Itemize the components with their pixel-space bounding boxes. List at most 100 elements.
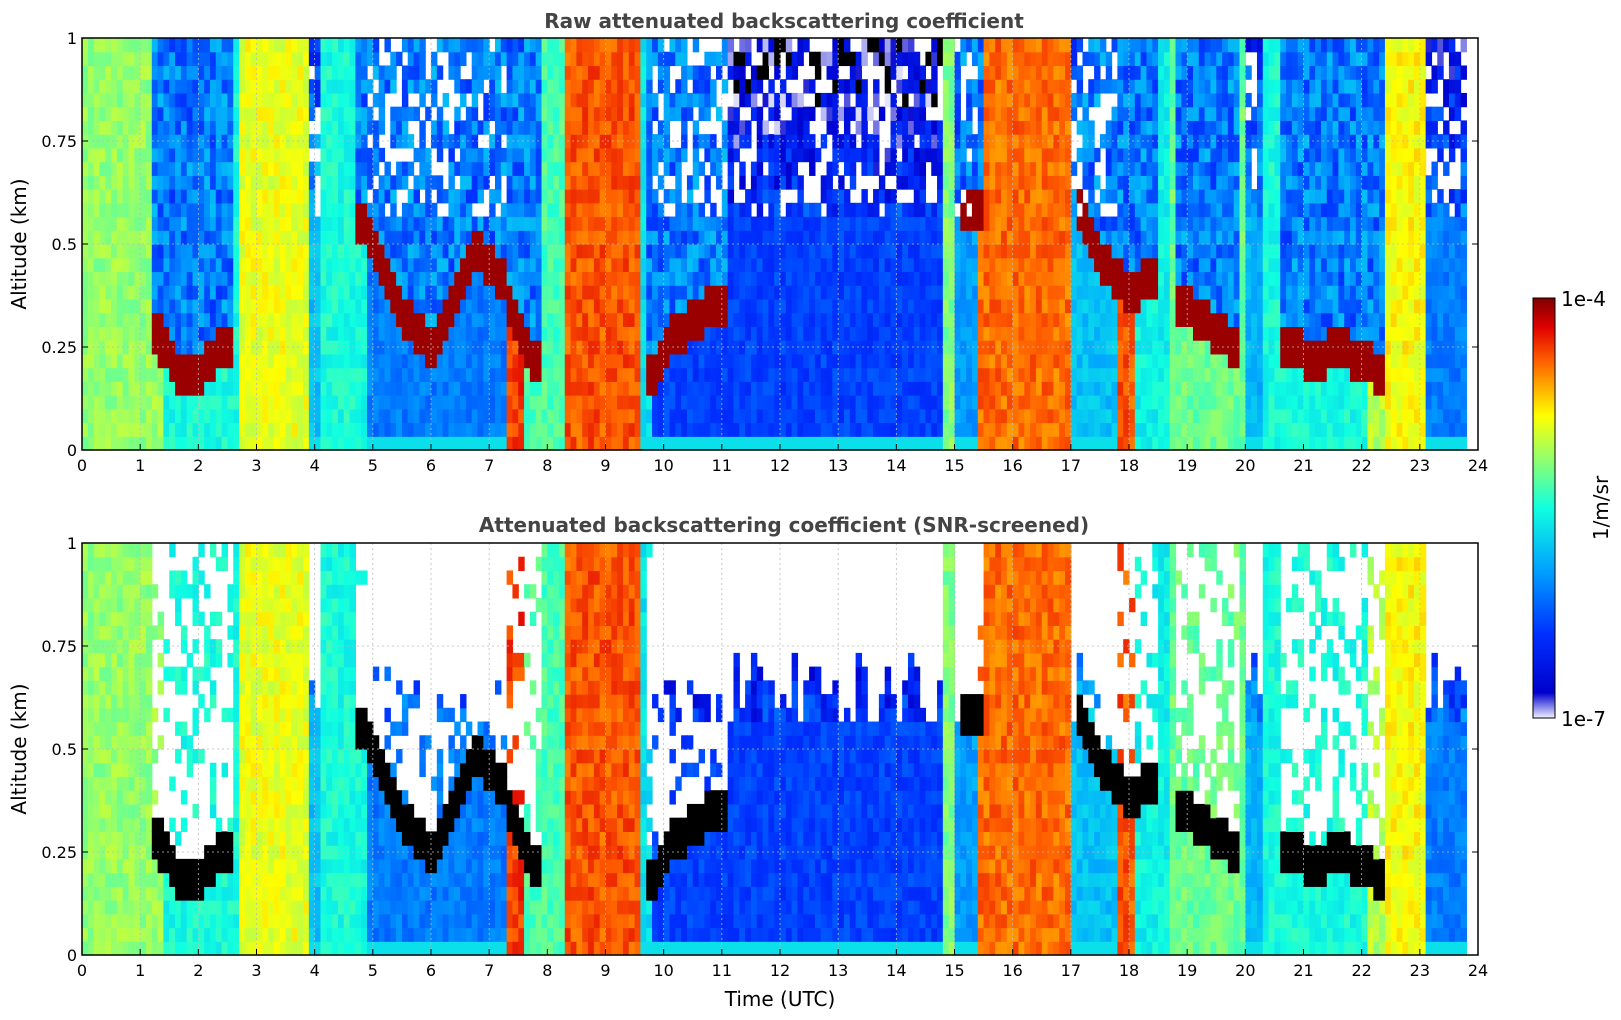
heatmap-cell [233,202,240,218]
heatmap-cell [570,285,578,300]
heatmap-cell [1012,216,1020,231]
heatmap-cell [436,38,444,53]
heatmap-cell [500,38,508,53]
heatmap-cell [797,340,804,355]
heatmap-cell [262,65,269,80]
heatmap-cell [250,312,258,327]
heatmap-cell [419,408,426,424]
heatmap-cell [233,395,240,410]
heatmap-cell [838,381,845,396]
heatmap-cell [855,326,863,341]
heatmap-cell [355,189,362,204]
heatmap-cell [809,79,816,94]
heatmap-cell [896,51,903,67]
heatmap-cell [570,312,578,327]
heatmap-cell [99,257,106,273]
heatmap-cell [1070,38,1078,53]
heatmap-cell [279,326,287,341]
heatmap-cell [425,147,432,163]
heatmap-cell [547,79,554,94]
heatmap-cell [529,51,537,67]
heatmap-cell [483,175,490,190]
heatmap-cell [558,216,566,231]
heatmap-cell [1065,106,1072,121]
heatmap-cell [186,92,194,108]
heatmap-cell [320,326,327,341]
heatmap-cell [384,79,391,94]
heatmap-cell [995,298,1002,314]
heatmap-cell [948,340,956,355]
heatmap-cell [332,422,339,437]
heatmap-cell [605,65,612,80]
heatmap-cell [675,353,682,369]
heatmap-cell [285,395,292,410]
heatmap-cell [134,367,141,382]
heatmap-cell [442,257,450,273]
heatmap-cell [780,230,787,245]
heatmap-cell [180,422,188,437]
heatmap-cell [622,285,630,300]
heatmap-cell [919,189,927,204]
heatmap-cell [372,436,380,451]
heatmap-cell [378,65,386,80]
heatmap-cell [774,326,781,341]
heatmap-cell [960,381,967,396]
heatmap-cell [809,244,816,259]
heatmap-cell [320,367,327,382]
heatmap-cell [233,340,240,355]
heatmap-cell [663,92,671,108]
heatmap-cell [332,271,339,286]
heatmap-cell [244,298,252,314]
heatmap-cell [599,422,607,437]
heatmap-cell [105,202,112,218]
heatmap-cell [966,353,973,369]
heatmap-cell [780,216,787,231]
heatmap-cell [931,216,938,231]
heatmap-cell [780,312,787,327]
heatmap-cell [890,189,897,204]
heatmap-cell [588,202,595,218]
heatmap-cell [413,367,420,382]
heatmap-cell [780,422,787,437]
heatmap-cell [634,65,641,80]
heatmap-cell [756,422,764,437]
heatmap-cell [361,134,368,149]
heatmap-cell [489,79,496,94]
heatmap-cell [954,436,961,451]
heatmap-cell [762,340,769,355]
heatmap-cell [105,244,112,259]
heatmap-cell [454,38,461,53]
heatmap-cell [535,65,543,80]
heatmap-cell [111,381,118,396]
heatmap-cell [762,38,769,53]
heatmap-cell [826,312,833,327]
heatmap-cell [977,92,985,108]
heatmap-cell [884,408,892,424]
heatmap-cell [87,381,95,396]
heatmap-cell [128,298,135,314]
heatmap-cell [675,436,682,451]
heatmap-cell [838,395,845,410]
heatmap-cell [843,147,851,163]
heatmap-cell [454,271,461,286]
heatmap-cell [768,422,775,437]
heatmap-cell [855,202,863,218]
heatmap-cell [93,230,101,245]
heatmap-cell [989,271,996,286]
heatmap-cell [686,65,694,80]
heatmap-cell [244,202,252,218]
heatmap-cell [407,244,415,259]
heatmap-cell [122,79,130,94]
heatmap-cell [774,312,781,327]
heatmap-cell [524,161,531,176]
heatmap-cell [1059,189,1066,204]
heatmap-cell [628,106,636,121]
heatmap-cell [198,65,205,80]
heatmap-cell [442,216,450,231]
heatmap-cell [902,271,909,286]
heatmap-cell [634,230,641,245]
heatmap-cell [663,353,671,369]
heatmap-cell [803,298,810,314]
heatmap-cell [535,271,543,286]
heatmap-cell [320,408,327,424]
